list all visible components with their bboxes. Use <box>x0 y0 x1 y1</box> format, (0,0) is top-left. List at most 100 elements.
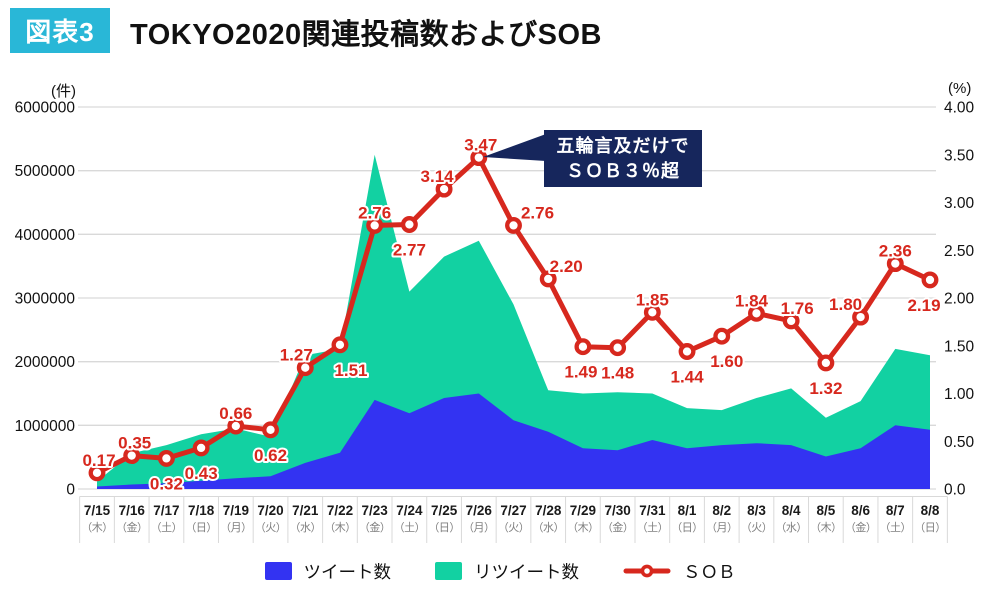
svg-text:7/27: 7/27 <box>500 503 526 518</box>
chart-title: TOKYO2020関連投稿数およびSOB <box>130 19 602 51</box>
svg-text:8/1: 8/1 <box>678 503 697 518</box>
svg-text:1.49: 1.49 <box>564 363 597 382</box>
svg-text:1.80: 1.80 <box>829 295 862 314</box>
svg-text:（木）: （木） <box>567 521 599 534</box>
svg-text:（土）: （土） <box>637 521 669 534</box>
retweets-legend-label: リツイート数 <box>474 561 579 582</box>
svg-text:2.76: 2.76 <box>521 203 554 222</box>
svg-text:3.00: 3.00 <box>944 195 975 212</box>
svg-text:7/26: 7/26 <box>466 503 493 518</box>
svg-text:1.48: 1.48 <box>601 364 634 383</box>
svg-text:（木）: （木） <box>324 521 356 534</box>
svg-text:0: 0 <box>66 482 75 499</box>
svg-text:7/25: 7/25 <box>431 503 458 518</box>
svg-text:7/17: 7/17 <box>153 503 179 518</box>
svg-text:1.27: 1.27 <box>280 346 313 365</box>
figure-badge: 図表3 <box>10 8 110 53</box>
svg-text:6000000: 6000000 <box>15 100 76 117</box>
svg-text:2000000: 2000000 <box>15 354 76 371</box>
annotation-line2: ＳＯＢ３％超 <box>566 160 680 181</box>
annotation-line1: 五輪言及だけで <box>556 135 690 156</box>
sob-value-labels: 0.170.350.320.430.660.621.271.512.762.77… <box>80 134 942 496</box>
svg-text:5000000: 5000000 <box>15 163 76 180</box>
svg-text:8/6: 8/6 <box>851 503 870 518</box>
svg-text:7/20: 7/20 <box>257 503 283 518</box>
svg-text:8/5: 8/5 <box>816 503 835 518</box>
svg-text:0.50: 0.50 <box>944 434 975 451</box>
svg-text:7/18: 7/18 <box>188 503 215 518</box>
sob-line-icon <box>623 564 671 578</box>
chart-canvas: 0.170.350.320.430.660.621.271.512.762.77… <box>15 100 975 543</box>
svg-text:（木）: （木） <box>81 521 113 534</box>
svg-text:0.35: 0.35 <box>118 434 151 453</box>
svg-text:7/22: 7/22 <box>327 503 353 518</box>
svg-text:1.32: 1.32 <box>809 379 842 398</box>
left-axis-unit: (件) <box>51 83 76 100</box>
svg-text:2.36: 2.36 <box>879 242 912 261</box>
svg-text:（日）: （日） <box>185 521 217 534</box>
svg-text:（金）: （金） <box>116 520 148 534</box>
svg-text:（土）: （土） <box>151 521 183 534</box>
svg-text:8/2: 8/2 <box>712 503 731 518</box>
svg-text:（月）: （月） <box>706 521 738 534</box>
x-axis-strip <box>79 496 948 543</box>
svg-text:7/21: 7/21 <box>292 503 319 518</box>
svg-text:1.00: 1.00 <box>944 386 975 403</box>
svg-text:4000000: 4000000 <box>15 227 76 244</box>
svg-text:2.19: 2.19 <box>907 296 940 315</box>
svg-text:（木）: （木） <box>810 521 842 534</box>
svg-text:7/30: 7/30 <box>604 503 630 518</box>
svg-text:1.76: 1.76 <box>781 299 814 318</box>
svg-text:（火）: （火） <box>255 521 287 534</box>
svg-text:（土）: （土） <box>880 521 912 534</box>
svg-text:8/4: 8/4 <box>782 503 801 518</box>
svg-text:0.66: 0.66 <box>219 404 252 423</box>
svg-text:0.32: 0.32 <box>150 474 183 493</box>
svg-text:0.17: 0.17 <box>82 451 115 470</box>
svg-text:3.47: 3.47 <box>464 136 497 155</box>
svg-text:（月）: （月） <box>463 521 495 534</box>
svg-text:7/29: 7/29 <box>570 503 596 518</box>
svg-text:1.44: 1.44 <box>670 368 704 387</box>
retweet-area <box>97 154 930 490</box>
svg-text:（水）: （水） <box>532 521 564 534</box>
svg-text:1000000: 1000000 <box>15 418 76 435</box>
svg-text:（土）: （土） <box>394 521 426 534</box>
right-axis-unit: (%) <box>948 80 972 97</box>
svg-text:7/15: 7/15 <box>84 503 111 518</box>
svg-text:4.00: 4.00 <box>944 100 975 117</box>
svg-text:0.43: 0.43 <box>185 464 218 483</box>
svg-text:8/8: 8/8 <box>921 503 940 518</box>
svg-text:7/24: 7/24 <box>396 503 423 518</box>
svg-text:0.62: 0.62 <box>254 446 287 465</box>
svg-text:（水）: （水） <box>290 521 322 534</box>
sob-legend-label: ＳＯＢ <box>683 561 736 582</box>
svg-text:（火）: （火） <box>498 521 530 534</box>
svg-text:2.50: 2.50 <box>944 243 975 260</box>
svg-text:8/7: 8/7 <box>886 503 905 518</box>
svg-text:（日）: （日） <box>671 521 703 534</box>
tweets-swatch <box>264 562 292 580</box>
svg-text:1.50: 1.50 <box>944 338 975 355</box>
left-axis-ticks: 6000000 5000000 4000000 3000000 2000000 10000… <box>15 100 76 499</box>
svg-text:3.50: 3.50 <box>944 147 975 164</box>
svg-text:1.60: 1.60 <box>710 352 743 371</box>
svg-text:3000000: 3000000 <box>15 291 76 308</box>
svg-text:（金）: （金） <box>359 520 391 534</box>
right-axis-ticks: 4.00 3.50 3.00 2.50 2.00 1.50 1.00 0.50 0.0 <box>944 100 975 499</box>
svg-text:2.76: 2.76 <box>358 203 391 222</box>
svg-text:（日）: （日） <box>428 521 460 534</box>
svg-text:2.00: 2.00 <box>944 291 975 308</box>
legend-item-sob: ＳＯＢ <box>623 559 736 584</box>
retweets-swatch <box>435 562 462 580</box>
svg-text:7/23: 7/23 <box>362 503 389 518</box>
svg-text:（月）: （月） <box>220 521 252 534</box>
svg-text:（水）: （水） <box>775 521 807 534</box>
svg-text:2.20: 2.20 <box>550 257 583 276</box>
svg-text:（火）: （火） <box>741 521 773 534</box>
svg-text:（金）: （金） <box>845 520 877 534</box>
legend-item-tweets: ツイート数 <box>264 559 391 584</box>
legend-item-retweets: リツイート数 <box>435 559 579 584</box>
svg-text:7/28: 7/28 <box>535 503 562 518</box>
svg-text:1.84: 1.84 <box>735 291 769 310</box>
